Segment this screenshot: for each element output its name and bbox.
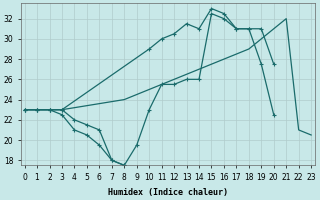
X-axis label: Humidex (Indice chaleur): Humidex (Indice chaleur): [108, 188, 228, 197]
